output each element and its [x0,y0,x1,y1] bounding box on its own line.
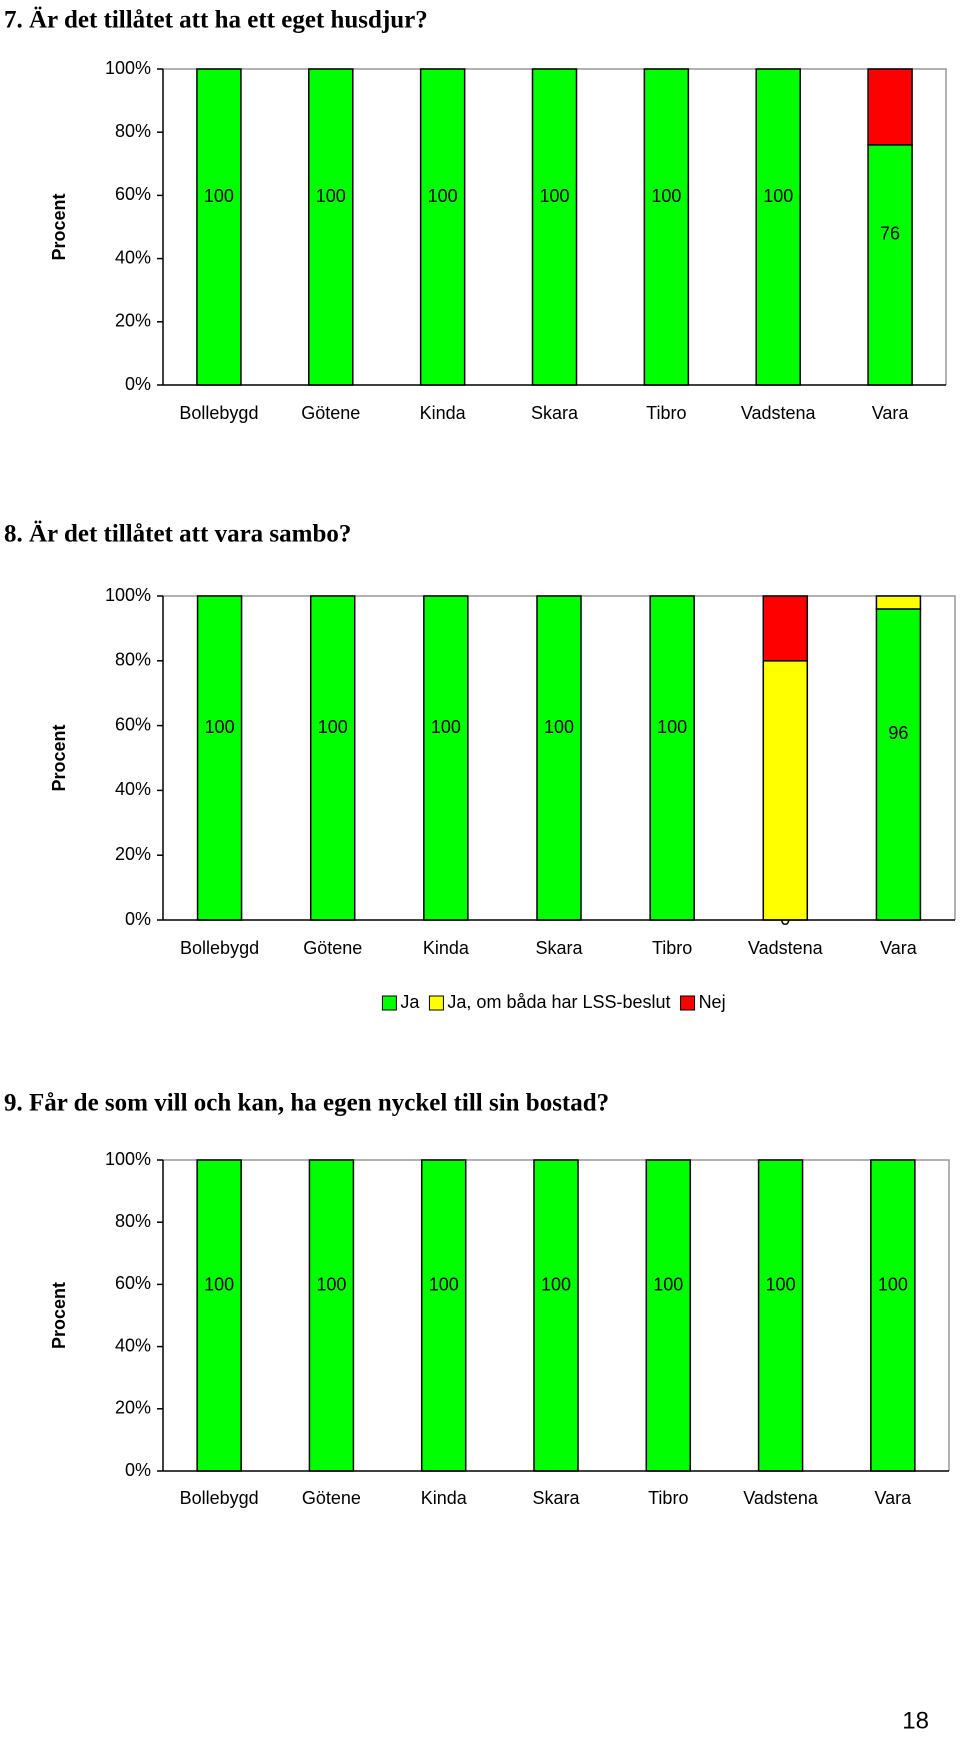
value-label: 100 [763,186,793,206]
bar-segment [196,595,243,921]
y-axis-label: Procent [49,193,69,260]
x-tick-label: Vadstena [748,938,824,958]
x-tick-label: Götene [301,403,360,423]
value-label: 100 [539,186,569,206]
value-label: 100 [541,1274,571,1294]
legend-label: Ja, om båda har LSS-beslut [447,992,670,1012]
value-label: 100 [204,1274,234,1294]
bar-segment [420,1159,467,1472]
x-tick-label: Skara [532,1488,580,1508]
bar-segment [308,1159,355,1472]
bar-segment [755,68,801,386]
value-label: 100 [544,717,574,737]
value-label: 100 [766,1274,796,1294]
value-label: 100 [653,1274,683,1294]
legend-swatch [680,995,696,1011]
bar-segment [308,68,354,386]
chart-title: 7. Är det tillåtet att ha ett eget husdj… [4,7,428,34]
value-label: 100 [316,1274,346,1294]
value-label: 100 [429,1274,459,1294]
value-label: 76 [880,224,900,244]
y-tick-label: 80% [115,650,151,670]
x-tick-label: Vara [872,403,910,423]
bar-segment [533,1159,579,1472]
value-label: 100 [431,717,461,737]
value-label: 100 [205,717,235,737]
y-tick-label: 80% [115,1211,151,1231]
bar-segment [762,660,809,921]
x-tick-label: Skara [531,403,579,423]
x-tick-label: Kinda [420,403,467,423]
y-tick-label: 20% [115,844,151,864]
bar-segment [762,595,809,662]
y-tick-label: 100% [105,585,151,605]
bar-segment [875,595,922,610]
value-label: 100 [651,186,681,206]
x-tick-label: Vara [875,1488,913,1508]
bar-segment [536,595,582,921]
x-tick-label: Vara [880,938,918,958]
bar-segment [643,68,690,386]
x-tick-label: Götene [302,1488,361,1508]
legend-label: Ja [400,992,420,1012]
page-number: 18 [902,1707,929,1734]
value-label: 100 [428,186,458,206]
y-tick-label: 0% [125,374,151,394]
x-tick-label: Skara [535,938,583,958]
y-tick-label: 20% [115,311,151,331]
y-axis-label: Procent [49,1282,69,1349]
x-tick-label: Vadstena [741,403,817,423]
y-tick-label: 0% [125,909,151,929]
x-tick-label: Tibro [648,1488,688,1508]
y-tick-label: 80% [115,121,151,141]
bar-segment [423,595,469,921]
y-axis-label: Procent [49,724,69,791]
x-tick-label: Kinda [421,1488,468,1508]
x-tick-label: Vadstena [743,1488,819,1508]
bar-segment [867,68,913,146]
value-label: 100 [204,186,234,206]
chart-title: 8. Är det tillåtet att vara sambo? [4,521,351,548]
bar-segment [196,1159,242,1472]
y-tick-label: 40% [115,1335,151,1355]
x-tick-label: Bollebygd [180,938,259,958]
legend-label: Nej [699,992,726,1012]
value-label: 96 [888,723,908,743]
bar-segment [309,595,356,921]
bar-segment [867,144,913,386]
value-label: 100 [878,1274,908,1294]
x-tick-label: Kinda [423,938,470,958]
value-label: 100 [318,717,348,737]
x-tick-label: Tibro [646,403,686,423]
bar-segment [870,1159,916,1472]
y-tick-label: 0% [125,1460,151,1480]
value-label: 100 [316,186,346,206]
y-tick-label: 40% [115,247,151,267]
bar-segment [757,1159,804,1472]
bar-segment [196,68,242,386]
y-tick-label: 40% [115,779,151,799]
x-tick-label: Götene [303,938,362,958]
y-tick-label: 100% [105,58,151,78]
bar-segment [419,68,466,386]
y-tick-label: 60% [115,184,151,204]
chart-title: 9. Får de som vill och kan, ha egen nyck… [4,1090,609,1117]
y-tick-label: 60% [115,1273,151,1293]
y-tick-label: 60% [115,714,151,734]
y-tick-label: 100% [105,1149,151,1169]
bar-segment [531,68,578,386]
y-tick-label: 20% [115,1398,151,1418]
bar-segment [875,608,922,921]
x-tick-label: Bollebygd [180,1488,259,1508]
legend-swatch [428,995,444,1011]
x-tick-label: Bollebygd [179,403,258,423]
value-label: 100 [657,717,687,737]
legend-swatch [381,995,397,1011]
bar-segment [645,1159,692,1472]
bar-segment [649,595,695,921]
x-tick-label: Tibro [652,938,692,958]
